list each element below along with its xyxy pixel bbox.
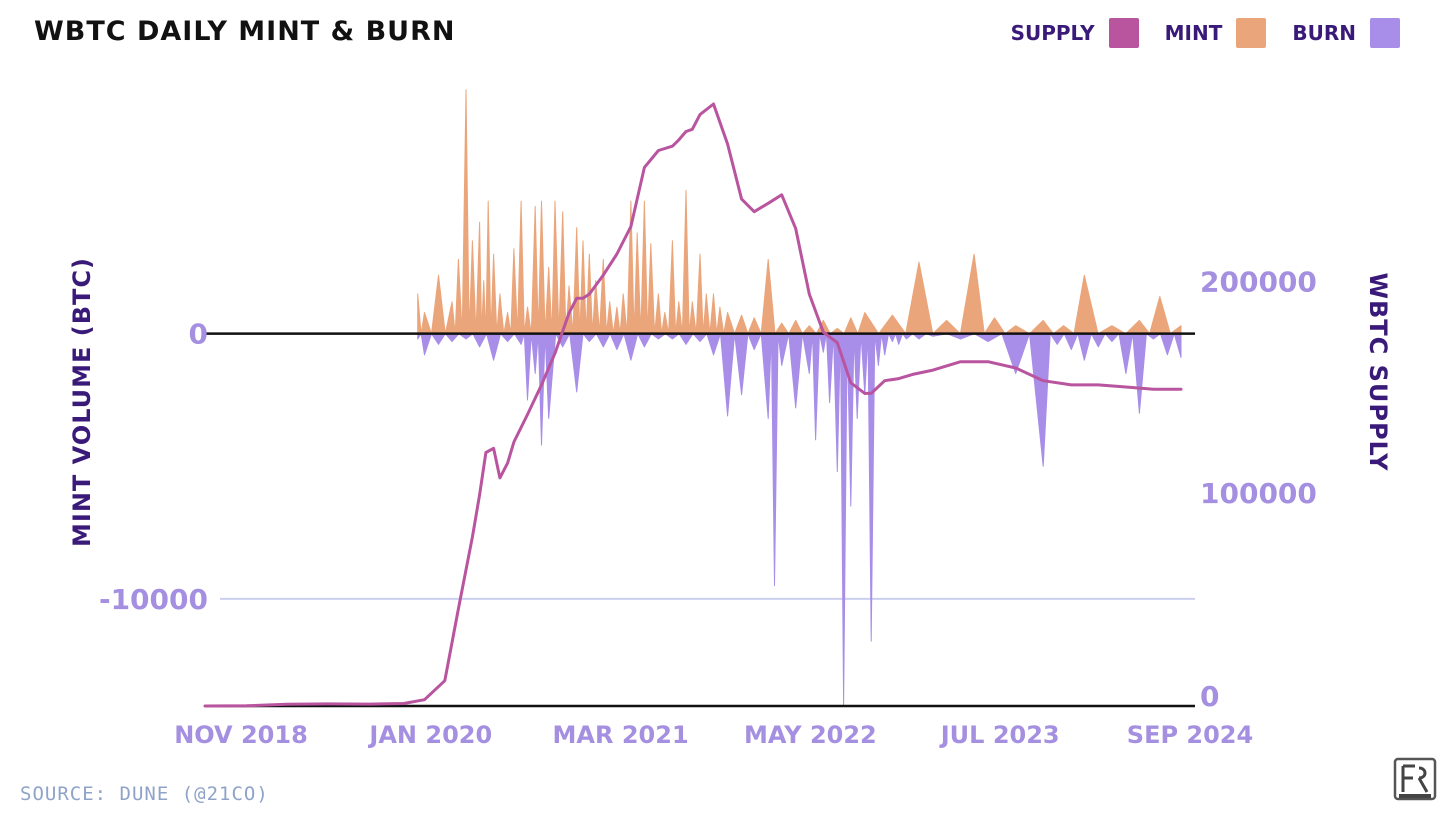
y2-tick-label: 0 — [1200, 680, 1219, 713]
chart-title: WBTC DAILY MINT & BURN — [34, 16, 456, 47]
legend-swatch-supply — [1108, 18, 1139, 48]
x-tick-label: SEP 2024 — [1127, 721, 1253, 749]
legend-label-burn: BURN — [1292, 21, 1356, 45]
legend-label-supply: SUPPLY — [1010, 21, 1095, 45]
x-tick-label: MAR 2021 — [553, 721, 689, 749]
x-tick-label: JUL 2023 — [939, 721, 1060, 749]
legend: SUPPLY MINT BURN — [985, 18, 1400, 48]
legend-label-mint: MINT — [1164, 21, 1223, 45]
x-tick-label: JAN 2020 — [367, 721, 492, 749]
legend-item-burn: BURN — [1292, 18, 1400, 48]
burn-area — [417, 333, 1182, 706]
x-tick-label: MAY 2022 — [744, 721, 877, 749]
legend-swatch-burn — [1370, 18, 1400, 48]
legend-item-mint: MINT — [1165, 18, 1267, 48]
y2-tick-label: 200000 — [1200, 266, 1317, 299]
y-tick-label: -10000 — [99, 583, 208, 616]
y2-tick-label: 100000 — [1200, 477, 1317, 510]
legend-item-supply: SUPPLY — [1011, 18, 1139, 48]
legend-swatch-mint — [1236, 18, 1267, 48]
y-tick-label: 0 — [189, 318, 208, 351]
supply-line — [203, 102, 1183, 708]
source-note: SOURCE: DUNE (@21CO) — [20, 783, 269, 805]
publisher-logo-icon — [1393, 757, 1437, 801]
x-tick-label: NOV 2018 — [174, 721, 308, 749]
mint-area — [417, 89, 1182, 335]
